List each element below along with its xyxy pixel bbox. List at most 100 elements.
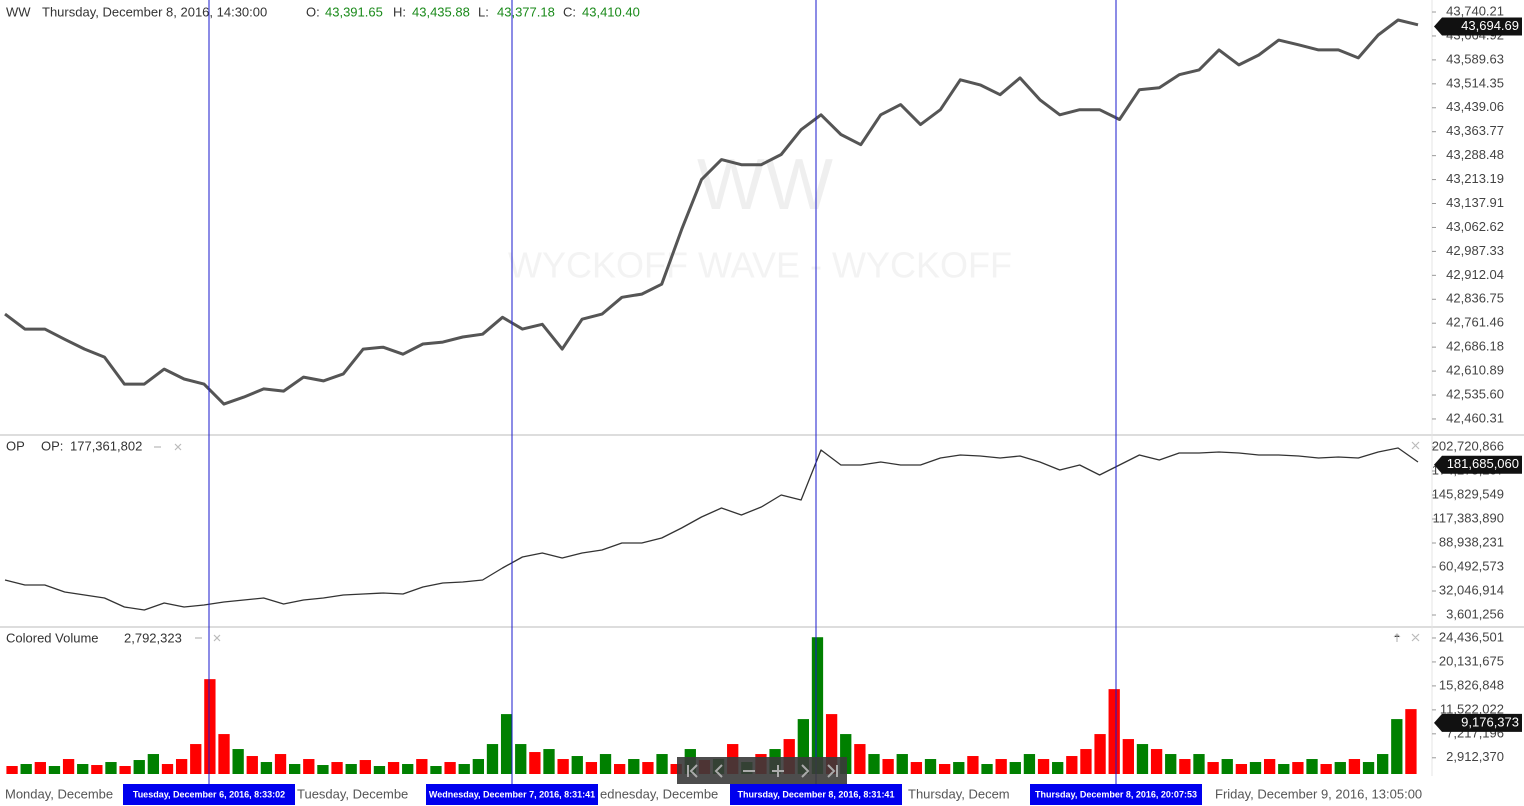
volume-bar (953, 762, 965, 774)
nav-control[interactable] (677, 757, 847, 784)
volume-bar (161, 764, 174, 774)
x-axis-label: Monday, Decembe (5, 786, 113, 801)
last-value-label: 43,694.69 (1461, 18, 1519, 33)
y-tick-label: 117,383,890 (1433, 510, 1504, 525)
volume-bar (670, 764, 682, 774)
y-tick-label: 11,522,022 (1440, 701, 1504, 716)
legend-key: OP: (41, 438, 63, 453)
volume-bar (529, 752, 541, 774)
y-tick-label: 88,938,231 (1439, 534, 1504, 549)
volume-bar (797, 719, 809, 774)
line (4, 447, 1419, 611)
volume-bar (811, 637, 824, 774)
legend-value: 177,361,802 (70, 438, 142, 453)
volume-bar (500, 714, 513, 774)
ohlc-key: H: (393, 4, 406, 19)
line (4, 18, 1419, 406)
volume-bar (1334, 762, 1346, 774)
x-axis-label: Thursday, Decem (908, 786, 1010, 801)
legend-value: 2,792,323 (124, 630, 182, 645)
y-tick-label: 43,062.62 (1446, 219, 1504, 234)
volume-bar (1108, 689, 1120, 774)
volume-bar (896, 754, 908, 774)
y-tick-label: 42,460.31 (1446, 410, 1504, 425)
y-tick-label: 43,363.77 (1446, 123, 1504, 138)
volume-bar (543, 749, 555, 774)
volume-bar (1052, 762, 1064, 774)
volume-bar (938, 764, 951, 774)
volume-bar (48, 766, 61, 774)
y-tick-label: 3,601,256 (1446, 606, 1504, 621)
last-value-box (1434, 17, 1522, 36)
last-value-label: 9,176,373 (1461, 714, 1519, 729)
volume-bar (1023, 754, 1036, 774)
volume-bar (345, 764, 357, 774)
volume-bar (1405, 709, 1417, 774)
volume-bar (359, 760, 371, 774)
y-tick-label: 202,720,866 (1432, 438, 1504, 453)
ohlc-value: 43,410.40 (582, 4, 640, 19)
volume-bar (854, 744, 866, 774)
y-tick-label: 42,535.60 (1446, 386, 1504, 401)
volume-bar (924, 759, 937, 774)
x-axis-label: Tuesday, Decembe (297, 786, 408, 801)
y-tick-label: 43,589.63 (1446, 51, 1504, 66)
volume-bar (232, 749, 244, 774)
volume-bar (190, 744, 202, 774)
volume-bar (599, 754, 612, 774)
volume-bar (1150, 749, 1163, 774)
cursor-label: Tuesday, December 6, 2016, 8:33:02 (133, 789, 285, 799)
volume-bar (34, 762, 46, 774)
volume-bar (1348, 759, 1361, 774)
volume-bar (1066, 756, 1078, 774)
y-tick-label: 43,740.21 (1446, 3, 1504, 18)
volume-bar (1235, 764, 1248, 774)
volume-bar (105, 762, 117, 774)
volume-bar (402, 764, 414, 774)
x-axis-label: Friday, December 9, 2016, 13:05:00 (1215, 786, 1422, 801)
volume-bar (1377, 754, 1389, 774)
volume-bar (1263, 759, 1276, 774)
cursor-label: Wednesday, December 7, 2016, 8:31:41 (429, 789, 595, 799)
volume-bar (289, 764, 301, 774)
volume-bar (20, 764, 32, 774)
cursor-label-box (426, 784, 598, 805)
y-tick-label: 42,912.04 (1446, 267, 1504, 282)
volume-bar (119, 766, 131, 774)
volume-bar (204, 679, 216, 774)
y-tick-label: 43,439.06 (1446, 99, 1504, 114)
last-value-box (1434, 713, 1522, 732)
volume-bar (1080, 749, 1092, 774)
volume-bar (1292, 762, 1304, 774)
volume-bar (91, 765, 103, 774)
cursor-label-box (123, 784, 295, 805)
y-tick-label: 42,761.46 (1446, 315, 1504, 330)
volume-bar (486, 744, 499, 774)
volume-bar (642, 762, 654, 774)
y-tick-label: 32,046,914 (1439, 582, 1504, 597)
volume-bar (1320, 764, 1332, 774)
volume-bar (1306, 759, 1318, 774)
cursors: Tuesday, December 6, 2016, 8:33:02 Wednes… (123, 0, 1202, 805)
volume-bar (614, 764, 626, 774)
volume-bar (62, 759, 75, 774)
volume-bar (218, 734, 230, 774)
y-tick-label: 145,829,549 (1432, 486, 1504, 501)
volume-bar (656, 754, 668, 774)
panel-icons[interactable] (154, 441, 1420, 642)
volume-bar (133, 760, 145, 774)
volume-bar (444, 762, 456, 774)
y-tick-label: 42,686.18 (1446, 339, 1504, 354)
volume-bar (77, 764, 89, 774)
volume-bar (515, 744, 527, 774)
ohlc-value: 43,391.65 (325, 4, 383, 19)
y-tick-label: 42,836.75 (1446, 291, 1504, 306)
volume-bar (882, 759, 894, 774)
bar-datetime: Thursday, December 8, 2016, 14:30:00 (42, 4, 267, 19)
volume-bar (557, 759, 569, 774)
y-tick-label: 24,436,501 (1439, 629, 1504, 644)
ohlc-value: 43,377.18 (497, 4, 555, 19)
volume-bar (1278, 764, 1290, 774)
volume-bar (1009, 762, 1021, 774)
